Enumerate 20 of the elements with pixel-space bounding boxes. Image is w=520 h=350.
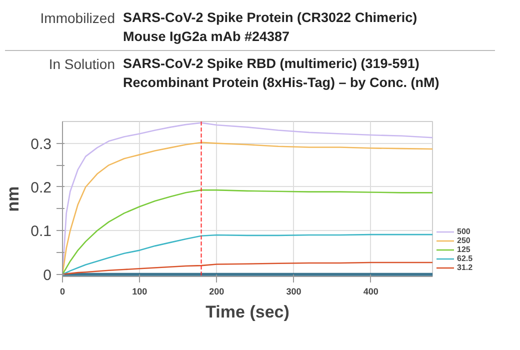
x-tick-label: 100 bbox=[132, 286, 148, 296]
x-tick-label: 200 bbox=[209, 286, 224, 296]
legend-label: 250 bbox=[457, 236, 472, 245]
legend-label: 125 bbox=[457, 245, 472, 254]
legend-label: 500 bbox=[457, 227, 472, 236]
x-axis-title: Time (sec) bbox=[206, 302, 290, 322]
chart-subtitle: SARS-CoV-2 Spike RBD (multimeric) (319-591) Recombinant Protein (8xHis-Tag) – by Conc. (nM) bbox=[123, 54, 440, 92]
y-axis-title: nm bbox=[4, 186, 23, 212]
text: In Solution bbox=[48, 54, 116, 74]
y-tick-label: 0.3 bbox=[30, 136, 52, 153]
y-tick-label: 0 bbox=[43, 266, 52, 284]
legend-label: 31.2 bbox=[457, 263, 474, 272]
x-tick-label: 300 bbox=[286, 286, 302, 296]
x-tick-label: 0 bbox=[60, 286, 66, 296]
y-tick-label: 0.2 bbox=[30, 179, 52, 196]
legend-label: 62.5 bbox=[457, 254, 474, 263]
y-tick-label: 0.1 bbox=[30, 223, 52, 240]
chart-title: SARS-CoV-2 Spike Protein (CR3022 Chimeric) Mouse IgG2a mAb #24387 bbox=[123, 9, 418, 46]
text: Immobilized bbox=[39, 9, 116, 28]
x-tick-label: 400 bbox=[363, 286, 378, 296]
